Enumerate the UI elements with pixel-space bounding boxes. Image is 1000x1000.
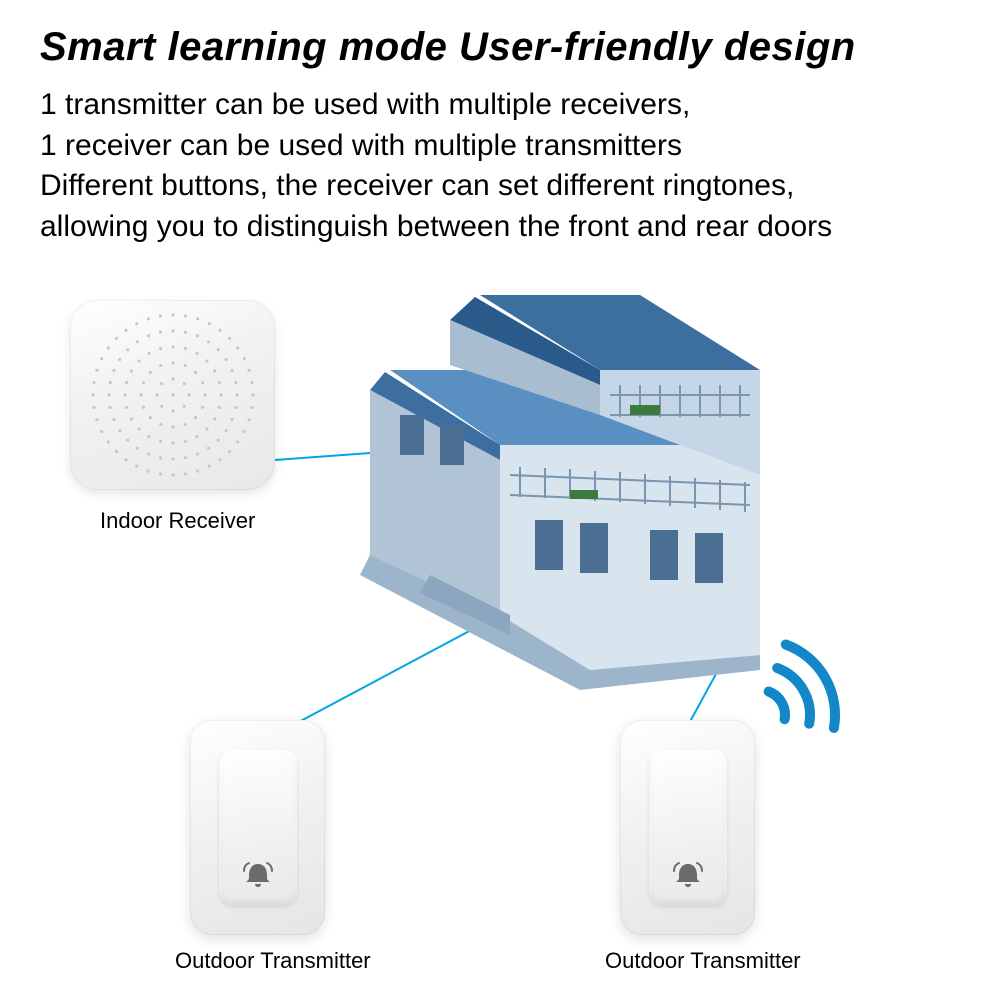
outdoor-transmitter-1 <box>190 720 325 935</box>
outdoor-transmitter-1-label: Outdoor Transmitter <box>175 948 371 974</box>
outdoor-transmitter-2-label: Outdoor Transmitter <box>605 948 801 974</box>
indoor-receiver-label: Indoor Receiver <box>100 508 255 534</box>
page-title: Smart learning mode User-friendly design <box>40 25 856 70</box>
description-text: 1 transmitter can be used with multiple … <box>40 85 960 247</box>
doorbell-button <box>649 750 727 905</box>
speaker-grille-icon <box>88 310 258 480</box>
indoor-receiver-device <box>70 300 275 490</box>
doorbell-button <box>219 750 297 905</box>
bell-icon <box>240 861 276 891</box>
outdoor-transmitter-2 <box>620 720 755 935</box>
bell-icon <box>670 861 706 891</box>
wifi-signal-icon <box>750 625 900 745</box>
